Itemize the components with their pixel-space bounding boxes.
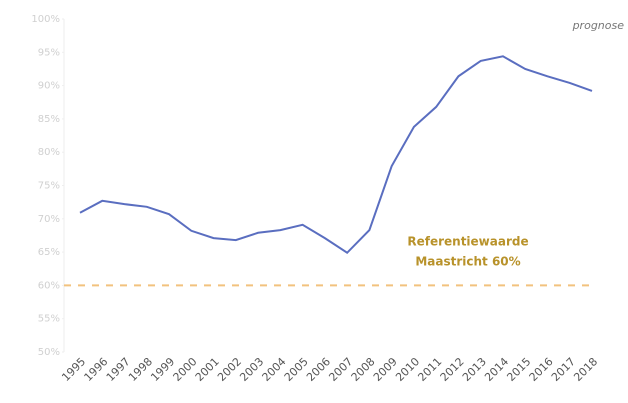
y-tick-label: 95% — [38, 47, 60, 58]
x-tick-label: 2011 — [415, 355, 444, 384]
x-tick-label: 2005 — [282, 355, 311, 384]
annotation: prognose — [572, 19, 625, 32]
y-tick-label: 55% — [38, 314, 60, 325]
y-tick-label: 70% — [38, 214, 60, 225]
x-tick-label: 2013 — [460, 355, 489, 384]
y-tick-label: 60% — [38, 280, 60, 291]
x-tick-label: 2004 — [260, 355, 289, 384]
x-tick-label: 1995 — [59, 355, 88, 384]
y-tick-label: 90% — [38, 81, 60, 92]
x-tick-label: 2007 — [326, 355, 355, 384]
x-tick-label: 2010 — [393, 355, 422, 384]
x-tick-label: 2000 — [171, 355, 200, 384]
x-tick-label: 2002 — [215, 355, 244, 384]
y-tick-label: 85% — [38, 114, 60, 125]
x-tick-label: 2003 — [237, 355, 266, 384]
y-tick-label: 75% — [38, 181, 60, 192]
x-tick-label: 2006 — [304, 355, 333, 384]
y-tick-label: 100% — [31, 14, 60, 25]
x-tick-label: 2017 — [549, 355, 578, 384]
x-tick-label: 1996 — [82, 355, 111, 384]
x-tick-label: 2009 — [371, 355, 400, 384]
x-tick-label: 2012 — [438, 355, 467, 384]
y-tick-label: 65% — [38, 247, 60, 258]
y-tick-label: 50% — [38, 347, 60, 358]
x-tick-label: 2015 — [504, 355, 533, 384]
x-tick-label: 2016 — [527, 355, 556, 384]
x-tick-label: 1998 — [126, 355, 155, 384]
x-tick-label: 1999 — [148, 355, 177, 384]
x-tick-label: 2014 — [482, 355, 511, 384]
x-tick-label: 1997 — [104, 355, 133, 384]
data-line — [79, 55, 593, 255]
y-tick-label: 80% — [38, 147, 60, 158]
x-tick-label: 2001 — [193, 355, 222, 384]
x-tick-label: 2018 — [571, 355, 600, 384]
x-tick-label: 2008 — [349, 355, 378, 384]
reference-label: Maastricht 60% — [415, 255, 520, 269]
reference-label: Referentiewaarde — [407, 235, 528, 249]
